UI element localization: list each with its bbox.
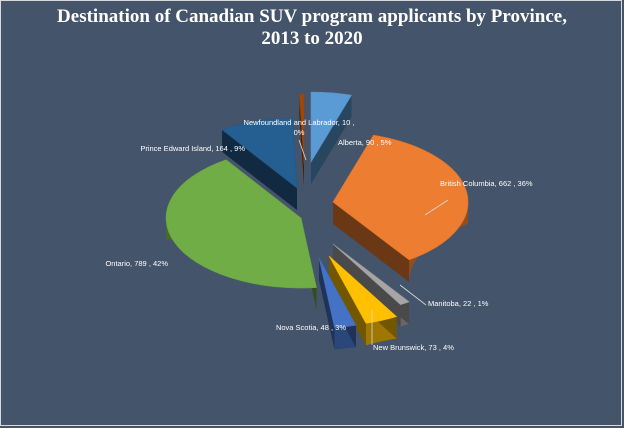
leader-line-manitoba bbox=[399, 284, 427, 306]
data-labels: Alberta, 90 , 5% British Columbia, 662 , … bbox=[105, 118, 532, 352]
pie-slice-tops bbox=[165, 91, 469, 328]
data-label-newfoundland-and-labrador: Newfoundland and Labrador, 10 , 0% bbox=[244, 118, 355, 137]
data-label-british-columbia: British Columbia, 662 , 36% bbox=[440, 179, 533, 188]
pie-slice-ontario bbox=[165, 159, 317, 289]
data-label-manitoba: Manitoba, 22 , 1% bbox=[428, 299, 489, 308]
data-label-ontario: Ontario, 789 , 42% bbox=[105, 259, 168, 268]
pie-slice-prince-edward-island bbox=[221, 117, 298, 189]
pie-slice-newfoundland-and-labrador bbox=[299, 93, 305, 165]
slice-face-new-brunswick-1 bbox=[329, 256, 366, 346]
chart-title-line-1: Destination of Canadian SUV program appl… bbox=[57, 6, 567, 27]
leader-line-british-columbia bbox=[424, 199, 449, 216]
slice-face-alberta-1 bbox=[311, 95, 352, 184]
pie-slice-nova-scotia bbox=[318, 257, 357, 328]
slice-face-british-columbia-1 bbox=[333, 202, 410, 282]
data-label-prince-edward-island: Prince Edward Island, 164 , 9% bbox=[140, 144, 245, 153]
data-label-nova-scotia: Nova Scotia, 48 , 3% bbox=[276, 323, 346, 332]
leader-lines bbox=[298, 139, 449, 345]
data-label-new-brunswick: New Brunswick, 73 , 4% bbox=[373, 343, 454, 352]
chart-title: Destination of Canadian SUV program appl… bbox=[0, 6, 624, 50]
slice-face-nova-scotia-1 bbox=[319, 258, 335, 350]
pie-slice-british-columbia bbox=[332, 134, 469, 261]
leader-line-newfoundland-and-labrador bbox=[298, 139, 307, 161]
pie-slice-manitoba bbox=[332, 243, 410, 305]
slice-face-newfoundland-and-labrador-0 bbox=[299, 94, 304, 186]
pie-slice-new-brunswick bbox=[328, 255, 398, 324]
pie-slice-alberta bbox=[310, 91, 352, 164]
slice-face-prince-edward-island-0 bbox=[222, 129, 297, 210]
data-label-line: 0% bbox=[294, 128, 305, 137]
data-label-alberta: Alberta, 90 , 5% bbox=[338, 138, 392, 147]
data-label-line: Newfoundland and Labrador, 10 , bbox=[244, 118, 355, 127]
chart-title-line-2: 2013 to 2020 bbox=[261, 28, 363, 49]
